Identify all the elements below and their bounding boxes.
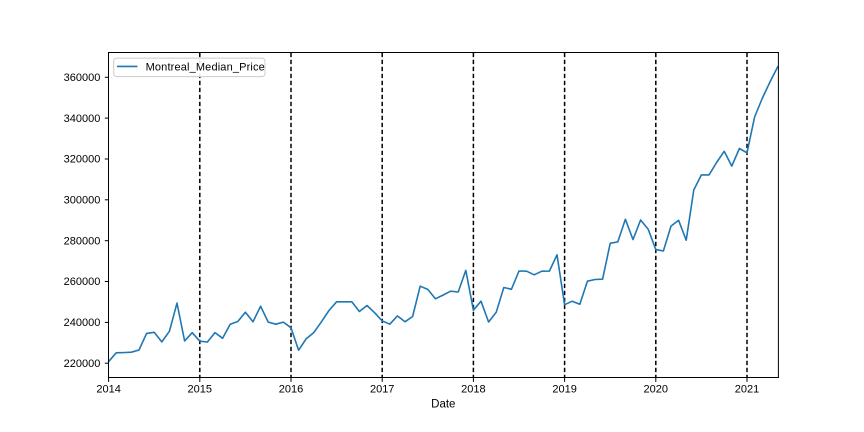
svg-text:Montreal_Median_Price: Montreal_Median_Price	[146, 61, 265, 73]
svg-text:2017: 2017	[370, 383, 394, 395]
svg-text:280000: 280000	[64, 235, 101, 247]
svg-text:Date: Date	[431, 399, 455, 411]
svg-text:2018: 2018	[461, 383, 485, 395]
svg-text:2015: 2015	[188, 383, 212, 395]
svg-text:220000: 220000	[64, 358, 101, 370]
svg-text:360000: 360000	[64, 72, 101, 84]
svg-text:2020: 2020	[644, 383, 668, 395]
svg-text:2014: 2014	[96, 383, 120, 395]
svg-text:2019: 2019	[552, 383, 576, 395]
svg-text:340000: 340000	[64, 113, 101, 125]
svg-text:320000: 320000	[64, 154, 101, 166]
svg-text:240000: 240000	[64, 317, 101, 329]
svg-text:300000: 300000	[64, 195, 101, 207]
svg-text:2021: 2021	[735, 383, 759, 395]
svg-text:2016: 2016	[279, 383, 303, 395]
svg-text:260000: 260000	[64, 276, 101, 288]
